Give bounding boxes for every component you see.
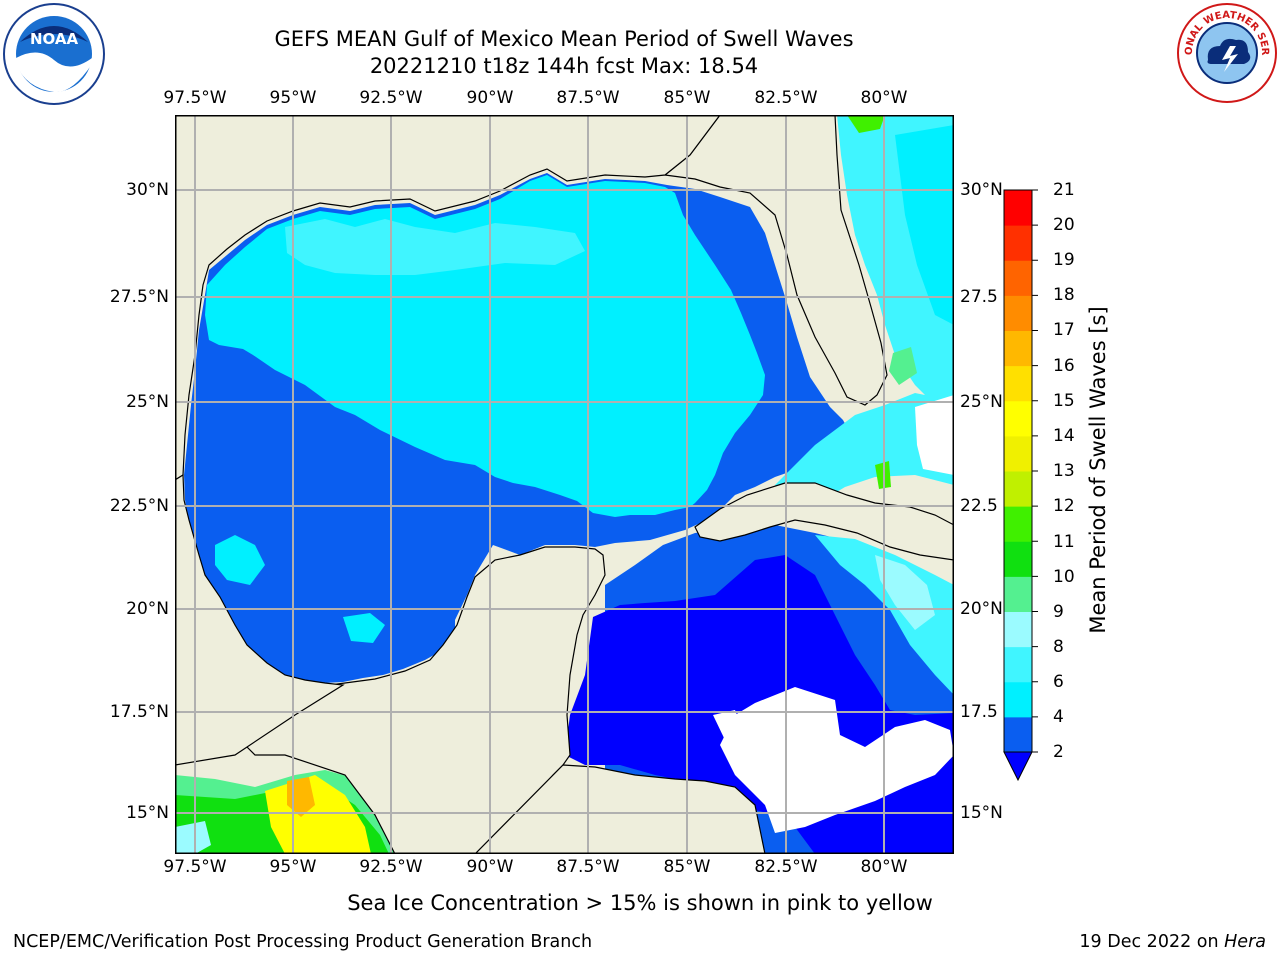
lat-label-right: 17.5 bbox=[960, 702, 998, 722]
gulf-cyan-patch bbox=[215, 535, 265, 585]
colorbar-extend-arrow bbox=[1003, 751, 1033, 782]
caribbean-light-patch bbox=[875, 555, 935, 630]
host-name: Hera bbox=[1224, 932, 1266, 952]
lat-label-left: 25°N bbox=[126, 392, 169, 412]
sea-ice-note: Sea Ice Concentration > 15% is shown in … bbox=[347, 891, 933, 915]
lat-label-right: 15°N bbox=[960, 803, 1003, 823]
lon-label-bottom: 95°W bbox=[269, 857, 317, 877]
colorbar-tick-label: 14 bbox=[1053, 426, 1075, 446]
lon-label-bottom: 87.5°W bbox=[556, 857, 620, 877]
lon-label-top: 80°W bbox=[860, 88, 908, 108]
colorbar-segment bbox=[1004, 435, 1032, 472]
pacific-light-cyan bbox=[175, 821, 211, 854]
yucatan-land bbox=[244, 546, 606, 854]
colorbar-segment bbox=[1004, 471, 1032, 507]
caribbean-no-data bbox=[720, 687, 954, 833]
cuba-land bbox=[694, 482, 954, 561]
map-title: GEFS MEAN Gulf of Mexico Mean Period of … bbox=[274, 27, 854, 51]
graticule bbox=[175, 115, 954, 854]
lon-label-bottom: 92.5°W bbox=[359, 857, 423, 877]
colorbar-segment bbox=[1004, 611, 1032, 648]
lat-label-left: 27.5°N bbox=[109, 287, 169, 307]
lon-label-bottom: 80°W bbox=[860, 857, 908, 877]
lon-label-bottom: 82.5°W bbox=[754, 857, 818, 877]
lon-label-bottom: 90°W bbox=[466, 857, 514, 877]
lat-label-left: 30°N bbox=[126, 180, 169, 200]
caribbean-cyan-plume bbox=[815, 535, 954, 695]
lon-label-top: 92.5°W bbox=[359, 88, 423, 108]
colorbar-segment bbox=[1004, 506, 1032, 542]
lat-label-left: 20°N bbox=[126, 599, 169, 619]
colorbar-segment bbox=[1004, 716, 1032, 753]
lat-label-right: 30°N bbox=[960, 180, 1003, 200]
north-coast-land bbox=[175, 115, 721, 481]
colorbar-tick-label: 15 bbox=[1053, 391, 1075, 411]
generation-date-text: 19 Dec 2022 on bbox=[1079, 932, 1225, 952]
colorbar-tick-label: 20 bbox=[1053, 215, 1075, 235]
atlantic-green-patch bbox=[847, 115, 885, 133]
lon-label-bottom: 97.5°W bbox=[163, 857, 227, 877]
colorbar-segment bbox=[1004, 576, 1032, 612]
colorbar-segment bbox=[1004, 330, 1032, 367]
map-frame bbox=[175, 115, 954, 854]
colorbar-segment bbox=[1004, 400, 1032, 437]
lon-label-bottom: 85°W bbox=[663, 857, 711, 877]
gulf-light-cyan-band bbox=[285, 219, 585, 275]
lon-label-top: 90°W bbox=[466, 88, 514, 108]
lat-label-right: 27.5 bbox=[960, 287, 998, 307]
caribbean-no-data bbox=[713, 710, 743, 740]
colorbar-tick-label: 18 bbox=[1053, 285, 1075, 305]
colorbar-segment bbox=[1004, 225, 1032, 261]
colorbar-tick-label: 9 bbox=[1053, 602, 1064, 622]
colorbar-tick-label: 16 bbox=[1053, 356, 1075, 376]
gulf-cyan-patch bbox=[343, 613, 385, 643]
colorbar-tick-label: 12 bbox=[1053, 496, 1075, 516]
colorbar-segment bbox=[1004, 681, 1032, 718]
colorbar-tick-label: 4 bbox=[1053, 707, 1064, 727]
colorbar-label: Mean Period of Swell Waves [s] bbox=[1086, 306, 1110, 634]
colorbar-tick-label: 19 bbox=[1053, 250, 1075, 270]
central-america-land bbox=[474, 764, 766, 854]
colorbar-segment bbox=[1004, 646, 1032, 683]
colorbar-segment bbox=[1004, 541, 1032, 577]
map-subtitle: 20221210 t18z 144h fcst Max: 18.54 bbox=[369, 54, 759, 78]
colorbar-segment bbox=[1004, 190, 1032, 226]
lat-label-right: 22.5 bbox=[960, 496, 998, 516]
atlantic-cyan-strip bbox=[895, 125, 954, 325]
atlantic-green-patch bbox=[889, 347, 917, 385]
colorbar-tick-label: 10 bbox=[1053, 567, 1075, 587]
lon-label-top: 95°W bbox=[269, 88, 317, 108]
lat-label-right: 20°N bbox=[960, 599, 1003, 619]
colorbar-tick-label: 6 bbox=[1053, 672, 1064, 692]
lat-label-left: 17.5°N bbox=[109, 702, 169, 722]
producer-credit: NCEP/EMC/Verification Post Processing Pr… bbox=[13, 932, 593, 952]
noaa-logo-text: NOAA bbox=[30, 30, 79, 48]
nws-logo: NATIONAL WEATHER SERVICE bbox=[1176, 2, 1277, 103]
colorbar-segment bbox=[1004, 295, 1032, 331]
lat-label-right: 25°N bbox=[960, 392, 1003, 412]
colorbar-segment bbox=[1004, 260, 1032, 296]
colorbar-tick-label: 2 bbox=[1053, 742, 1064, 762]
lon-label-top: 85°W bbox=[663, 88, 711, 108]
colorbar-tick-label: 21 bbox=[1053, 180, 1075, 200]
colorbar-segment bbox=[1004, 365, 1032, 402]
colorbar-tick-label: 8 bbox=[1053, 637, 1064, 657]
lon-label-top: 82.5°W bbox=[754, 88, 818, 108]
colorbar-tick-label: 17 bbox=[1053, 320, 1075, 340]
colorbar-tick-label: 13 bbox=[1053, 461, 1075, 481]
colorbar bbox=[1003, 189, 1038, 782]
florida-land bbox=[663, 115, 954, 406]
noaa-logo: NOAA bbox=[3, 3, 105, 105]
lon-label-top: 97.5°W bbox=[163, 88, 227, 108]
lat-label-left: 15°N bbox=[126, 803, 169, 823]
bahamas-no-data bbox=[915, 395, 954, 475]
colorbar-tick-label: 11 bbox=[1053, 532, 1075, 552]
lon-label-top: 87.5°W bbox=[556, 88, 620, 108]
west-mexico-land bbox=[175, 473, 345, 766]
generation-date: 19 Dec 2022 on Hera bbox=[1079, 932, 1266, 952]
lat-label-left: 22.5°N bbox=[109, 496, 169, 516]
swell-period-map bbox=[175, 115, 954, 854]
